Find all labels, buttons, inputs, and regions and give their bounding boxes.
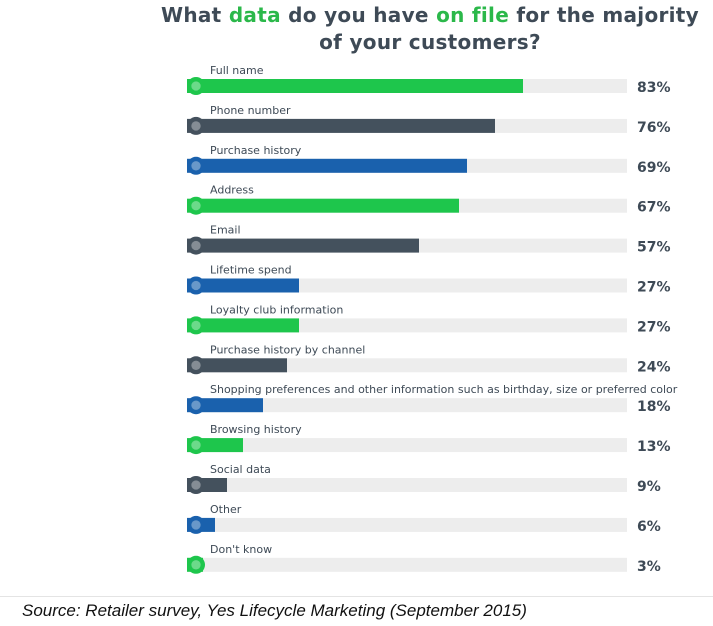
category-label: Email [210, 224, 241, 237]
category-label: Loyalty club information [210, 303, 343, 316]
bar-row: Phone number 76% [187, 104, 671, 136]
bar-marker-inner [191, 81, 201, 91]
bar-marker-inner [191, 520, 201, 530]
bar [187, 118, 495, 133]
title-highlight-on-file: on file [436, 3, 510, 27]
bar [187, 358, 287, 373]
bar-marker [187, 236, 205, 255]
bar [187, 398, 263, 413]
bar-row: Loyalty club information 27% [187, 303, 671, 335]
bar-track [187, 358, 627, 373]
bar-row: Email 57% [187, 224, 671, 256]
title-part-1: What [160, 3, 229, 27]
bar [187, 158, 467, 173]
bar-row: Social data 9% [187, 463, 661, 495]
category-label: Shopping preferences and other informati… [210, 383, 678, 396]
bar-chart: Full name 83% Phone number 76% Purchase hist… [187, 64, 678, 575]
bar-marker [187, 77, 205, 95]
bar-marker [187, 555, 205, 574]
category-label: Purchase history by channel [210, 343, 365, 356]
value-label: 6% [637, 519, 661, 535]
bar-row: Don't know 3% [187, 543, 661, 575]
bar [187, 318, 299, 333]
value-label: 27% [637, 280, 671, 296]
title-part-2: do you have [280, 3, 437, 27]
value-label: 69% [637, 160, 671, 176]
bar-marker-inner [191, 161, 201, 171]
value-label: 18% [637, 399, 671, 415]
bar-marker-inner [191, 400, 201, 410]
category-label: Phone number [210, 104, 291, 117]
category-label: Purchase history [210, 144, 302, 157]
bar-marker-inner [191, 320, 201, 331]
bar-marker [187, 396, 205, 415]
value-label: 83% [637, 80, 671, 96]
chart-title-line-2: of your customers? [319, 30, 541, 54]
bar-marker [187, 356, 205, 375]
bar-marker-inner [191, 440, 201, 450]
bar-marker-inner [191, 280, 201, 291]
bar-track [187, 438, 627, 453]
bar-row: Lifetime spend 27% [187, 264, 671, 296]
value-label: 9% [637, 479, 661, 495]
value-label: 27% [637, 319, 671, 335]
bar-marker-inner [191, 480, 201, 490]
bar-marker [187, 116, 205, 135]
title-part-3: for the majority [509, 3, 699, 27]
bar-row: Full name 83% [187, 64, 671, 96]
bar-marker [187, 476, 205, 494]
bar-row: Purchase history 69% [187, 144, 671, 176]
bar-row: Address 67% [187, 184, 671, 216]
bar-marker-inner [191, 201, 201, 211]
chart-title-line-1: What data do you have on file for the ma… [150, 2, 710, 29]
bar-marker-inner [191, 240, 201, 251]
category-label: Social data [210, 463, 271, 476]
value-label: 3% [637, 559, 661, 575]
bar-marker [187, 316, 205, 335]
bar-row: Shopping preferences and other informati… [187, 383, 678, 415]
bar-marker [187, 436, 205, 455]
value-label: 57% [637, 240, 671, 256]
source-footer: Source: Retailer survey, Yes Lifecycle M… [0, 596, 713, 626]
bar [187, 238, 419, 253]
bar-marker-inner [191, 560, 201, 570]
category-label: Browsing history [210, 423, 302, 436]
bar-track [187, 478, 627, 492]
bar [187, 79, 523, 93]
bar-row: Browsing history 13% [187, 423, 671, 455]
bar-track [187, 398, 627, 413]
category-label: Address [210, 184, 254, 197]
bar-row: Other 6% [187, 503, 661, 535]
bar-marker [187, 276, 205, 295]
bar-marker-inner [191, 360, 201, 370]
bar [187, 198, 459, 213]
bar-track [187, 557, 627, 572]
chart-title: What data do you have on file for the ma… [150, 2, 710, 56]
value-label: 13% [637, 439, 671, 455]
value-label: 76% [637, 120, 671, 136]
bar-marker [187, 515, 205, 534]
value-label: 67% [637, 200, 671, 216]
bar-marker-inner [191, 121, 201, 131]
category-label: Lifetime spend [210, 264, 292, 277]
bar-marker [187, 156, 205, 175]
value-label: 24% [637, 359, 671, 375]
bar-marker [187, 196, 205, 215]
title-highlight-data: data [228, 3, 281, 27]
bar-track [187, 517, 627, 532]
source-note: Source: Retailer survey, Yes Lifecycle M… [22, 601, 527, 620]
category-label: Other [210, 503, 242, 516]
category-label: Full name [210, 64, 264, 77]
bar [187, 278, 299, 293]
bar-row: Purchase history by channel 24% [187, 343, 671, 375]
category-label: Don't know [210, 543, 272, 556]
